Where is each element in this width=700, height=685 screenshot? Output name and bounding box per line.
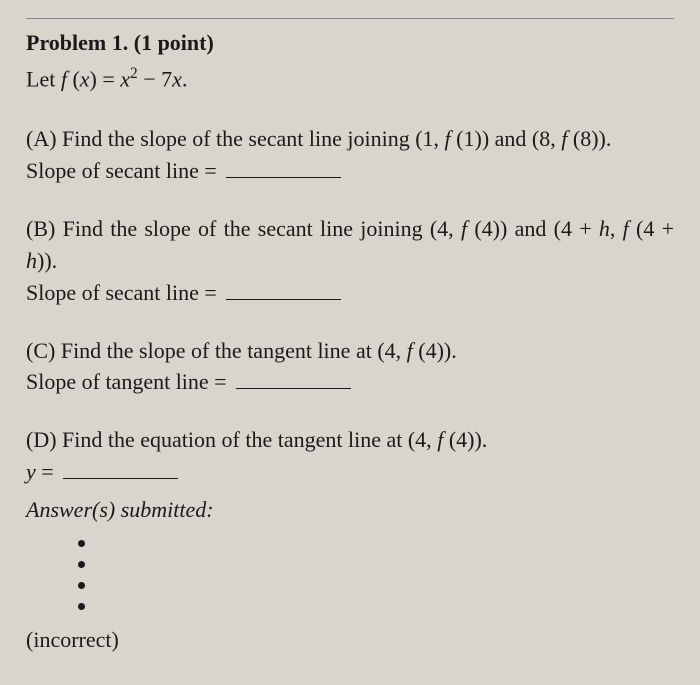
bullet-item — [78, 561, 85, 568]
answers-submitted-label: Answer(s) submitted: — [26, 494, 674, 526]
part-b-answer-line: Slope of secant line = — [26, 277, 674, 309]
part-b-label: (B) — [26, 216, 55, 241]
part-a-prompt: (A) Find the slope of the secant line jo… — [26, 123, 674, 155]
part-d: (D) Find the equation of the tangent lin… — [26, 424, 674, 488]
part-a-label: (A) — [26, 126, 57, 151]
part-d-prompt: (D) Find the equation of the tangent lin… — [26, 424, 674, 456]
part-d-label: (D) — [26, 427, 57, 452]
part-d-blank[interactable] — [63, 457, 178, 479]
part-b-prompt: (B) Find the slope of the secant line jo… — [26, 213, 674, 277]
part-a: (A) Find the slope of the secant line jo… — [26, 123, 674, 187]
part-b-text1: Find the slope of the secant line joinin… — [63, 216, 423, 241]
part-c-text: Find the slope of the tangent line at — [61, 338, 372, 363]
part-b-and: and — [515, 216, 547, 241]
part-a-answer-label: Slope of secant line = — [26, 158, 217, 183]
bullet-item — [78, 540, 85, 547]
part-b-answer-label: Slope of secant line = — [26, 280, 217, 305]
part-c-label: (C) — [26, 338, 55, 363]
problem-header: Problem 1. (1 point) — [26, 27, 674, 59]
part-b: (B) Find the slope of the secant line jo… — [26, 213, 674, 309]
part-a-and: and — [495, 126, 527, 151]
problem-label: Problem 1. — [26, 30, 128, 55]
status-text: (incorrect) — [26, 624, 674, 656]
part-a-blank[interactable] — [226, 156, 341, 178]
part-b-blank[interactable] — [226, 278, 341, 300]
bullet-item — [78, 603, 85, 610]
part-a-answer-line: Slope of secant line = — [26, 155, 674, 187]
part-d-text: Find the equation of the tangent line at — [62, 427, 402, 452]
function-definition: Let f (x) = x2 − 7x. — [26, 63, 674, 95]
bullet-list — [78, 540, 674, 610]
top-rule — [26, 18, 674, 19]
part-c: (C) Find the slope of the tangent line a… — [26, 335, 674, 399]
let-prefix: Let — [26, 66, 61, 91]
part-c-answer-label: Slope of tangent line = — [26, 369, 227, 394]
part-a-text1: Find the slope of the secant line joinin… — [62, 126, 410, 151]
part-d-answer-line: y = — [26, 456, 674, 488]
part-c-prompt: (C) Find the slope of the tangent line a… — [26, 335, 674, 367]
part-c-answer-line: Slope of tangent line = — [26, 366, 674, 398]
problem-points: (1 point) — [134, 30, 214, 55]
answers-submitted-section: Answer(s) submitted: (incorrect) — [26, 494, 674, 656]
bullet-item — [78, 582, 85, 589]
part-c-blank[interactable] — [236, 367, 351, 389]
